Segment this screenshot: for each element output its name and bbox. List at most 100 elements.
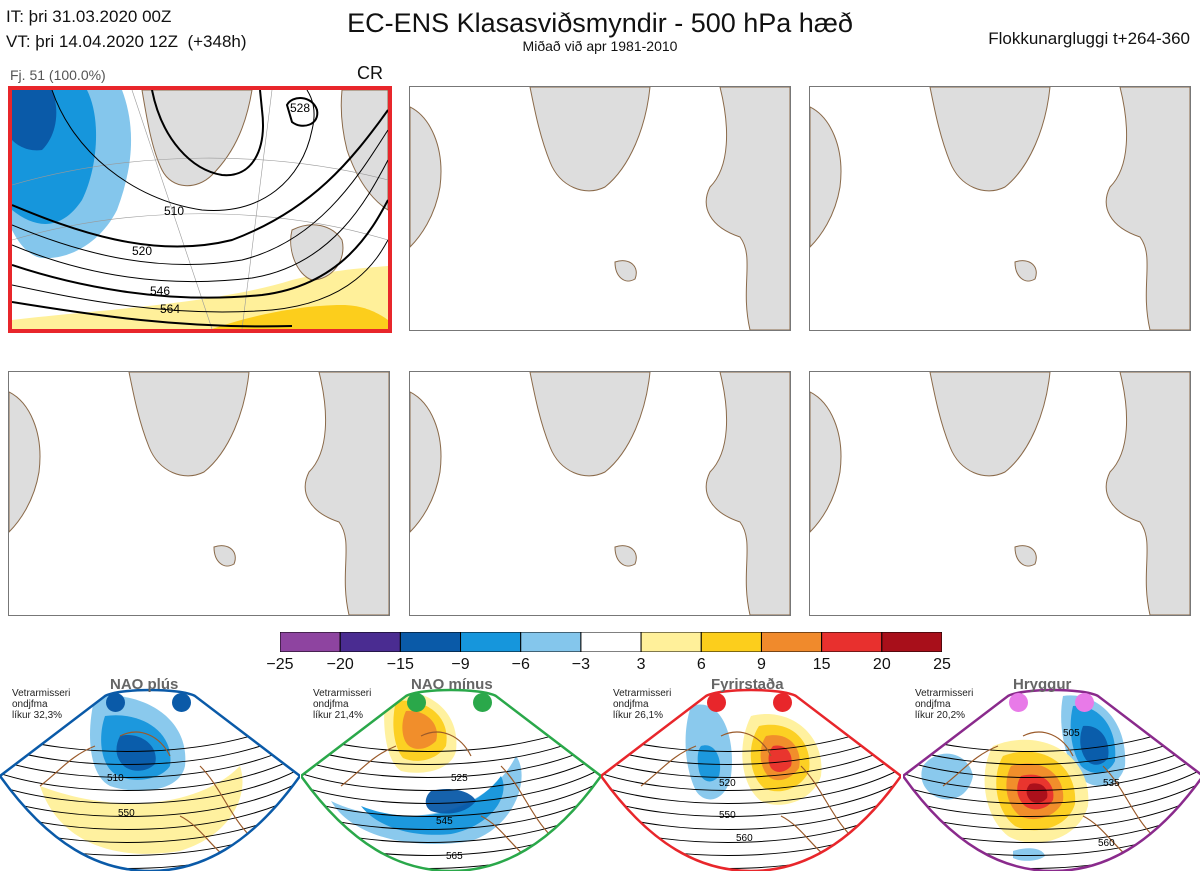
negative-anomaly-core <box>12 90 57 151</box>
contour-label: 545 <box>436 816 453 827</box>
coastline <box>39 731 251 862</box>
colorbar-tick-label: −6 <box>511 656 530 673</box>
coastline <box>640 731 852 862</box>
empty-map <box>810 87 1190 330</box>
regime-info-line: ondjfma <box>12 699 48 710</box>
regime-fan-border <box>601 688 901 871</box>
map-panel-6[interactable] <box>809 371 1191 616</box>
valid-time: VT: þri 14.04.2020 12Z <box>6 32 179 51</box>
height-contour <box>301 762 601 804</box>
colorbar-tick-label: −20 <box>326 656 354 673</box>
height-contour <box>601 762 901 804</box>
regime-info-line: líkur 21,4% <box>313 710 364 721</box>
colorbar-swatch <box>640 632 702 652</box>
regime-fan-border <box>0 688 300 871</box>
anomaly-shading <box>1080 725 1109 765</box>
empty-map <box>410 372 790 615</box>
anomaly-shading <box>361 776 504 835</box>
regime-fan-border <box>301 688 601 871</box>
colorbar-swatch <box>881 632 942 652</box>
regime-marker-dot <box>172 693 191 712</box>
colorbar-tick-label: −15 <box>386 656 414 673</box>
regime-map-1: 510 550 <box>0 688 300 871</box>
greenland <box>141 90 253 187</box>
height-contour <box>903 762 1200 804</box>
contour-labels: 510 520 528 546 564 <box>132 101 310 316</box>
colorbar-tick-label: −3 <box>571 656 591 673</box>
height-contour <box>601 788 901 830</box>
height-contour <box>903 840 1200 871</box>
initial-time: IT: þri 31.03.2020 00Z <box>6 7 172 26</box>
colorbar-swatch <box>760 632 823 652</box>
height-contour <box>0 762 300 804</box>
map-panel-5[interactable] <box>409 371 791 616</box>
map-panel-3[interactable] <box>809 86 1191 331</box>
regime-marker-dot <box>106 693 125 712</box>
colorbar-swatch <box>399 632 462 652</box>
contour-label: 520 <box>719 778 736 789</box>
contour-label: 525 <box>451 773 468 784</box>
colorbar-tick-label: −25 <box>266 656 294 673</box>
height-contour <box>0 749 300 791</box>
regime-info: Vetrarmisseri ondjfma líkur 32,3% <box>12 688 70 721</box>
page-title: EC-ENS Klasasviðsmyndir - 500 hPa hæð <box>347 8 853 38</box>
anomaly-shading <box>768 745 792 772</box>
regime-code: CR <box>357 63 383 83</box>
header-times: IT: þri 31.03.2020 00Z VT: þri 14.04.202… <box>6 4 247 54</box>
contour-label: 535 <box>1103 778 1120 789</box>
regime-title: NAO plús <box>110 676 179 693</box>
positive-anomaly-mid <box>212 305 388 329</box>
regime-info: Vetrarmisseri ondjfma líkur 20,2% <box>915 688 973 721</box>
colorbar-swatch <box>280 632 341 652</box>
contour-label: 510 <box>164 204 184 218</box>
map-panel-selected[interactable]: 510 520 528 546 564 <box>8 86 392 333</box>
regime-marker-dot <box>707 693 726 712</box>
regime-info-line: ondjfma <box>613 699 649 710</box>
anomaly-shading <box>40 766 243 854</box>
contour-label: 560 <box>736 833 753 844</box>
anomaly-shading <box>402 710 437 749</box>
regime-info-line: líkur 20,2% <box>915 710 966 721</box>
empty-map <box>9 372 389 615</box>
regime-info: Vetrarmisseri ondjfma líkur 21,4% <box>313 688 371 721</box>
classification-window: Flokkunargluggi t+264-360 <box>988 29 1190 48</box>
regime-info-line: ondjfma <box>313 699 349 710</box>
anomaly-shading <box>116 735 156 771</box>
empty-map <box>810 372 1190 615</box>
colorbar <box>280 632 942 652</box>
regime-info-line: Vetrarmisseri <box>915 688 974 699</box>
anomaly-shading <box>921 753 973 800</box>
map-panel-4[interactable] <box>8 371 390 616</box>
contour-label: 510 <box>107 773 124 784</box>
contour-label: 546 <box>150 284 170 298</box>
europe-land <box>290 224 344 281</box>
colorbar-tick-label: 3 <box>636 656 646 673</box>
regime-title: NAO mínus <box>411 676 493 693</box>
colorbar-tick-label: −9 <box>451 656 470 673</box>
colorbar-swatch <box>700 632 762 652</box>
anomaly-shading <box>1013 848 1045 861</box>
map-panel-2[interactable] <box>409 86 791 331</box>
lead-time: (+348h) <box>187 32 247 51</box>
empty-map <box>410 87 790 330</box>
regime-info-line: ondjfma <box>915 699 951 710</box>
regime-marker-dot <box>473 693 492 712</box>
colorbar-tick-label: 9 <box>757 656 766 673</box>
anomaly-shading <box>697 745 721 782</box>
regime-marker-dot <box>407 693 426 712</box>
colorbar-tick-label: 6 <box>696 656 706 673</box>
contour-label: 505 <box>1063 728 1080 739</box>
colorbar-tick-label: 25 <box>933 656 951 673</box>
height-contour <box>903 749 1200 791</box>
contour-label: 565 <box>446 851 463 862</box>
regime-map-4: 505 535 560 <box>903 688 1200 871</box>
regime-info-line: líkur 26,1% <box>613 710 664 721</box>
regime-marker-dot <box>1009 693 1028 712</box>
coastline <box>340 731 552 862</box>
anomaly-shading <box>425 789 476 814</box>
member-label: Fj. 51 (100.0%) <box>10 67 106 83</box>
colorbar-swatch <box>460 632 522 652</box>
contour-label: 564 <box>160 302 180 316</box>
regime-title: Fyrirstaða <box>711 676 784 693</box>
contour-label: 520 <box>132 244 152 258</box>
